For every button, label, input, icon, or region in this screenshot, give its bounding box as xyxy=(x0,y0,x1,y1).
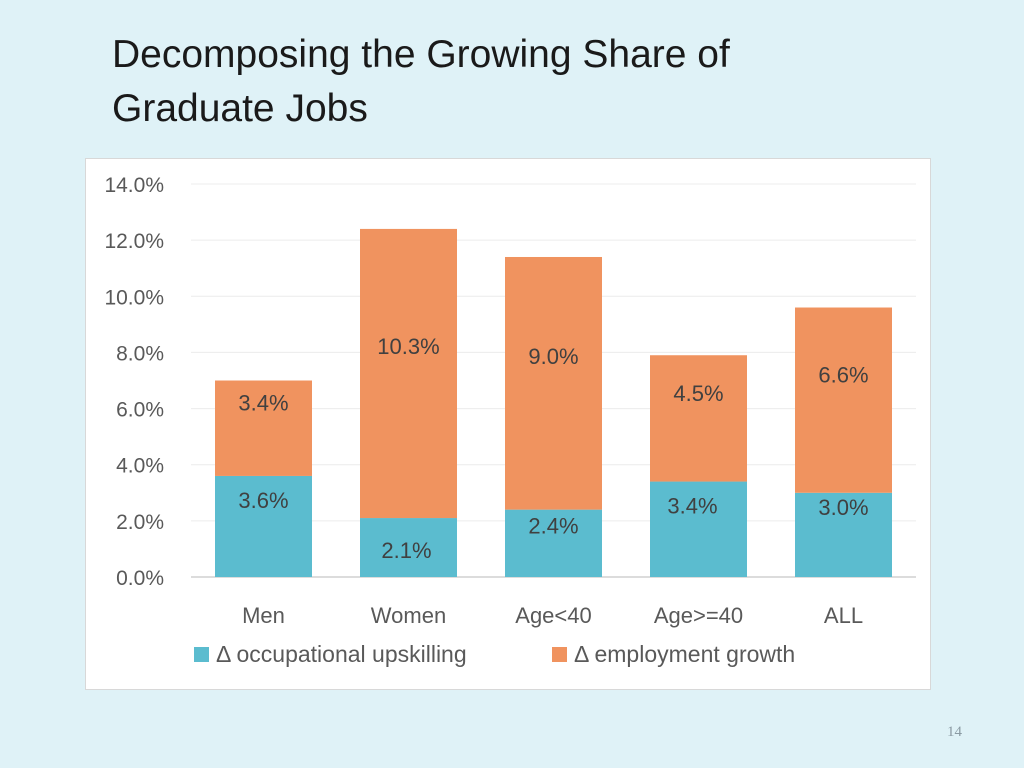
y-tick-label: 0.0% xyxy=(116,567,164,590)
y-tick-label: 8.0% xyxy=(116,342,164,365)
y-tick-label: 12.0% xyxy=(104,230,164,253)
slide-title: Decomposing the Growing Share of Graduat… xyxy=(112,28,872,136)
y-tick-label: 2.0% xyxy=(116,511,164,534)
slide-title-line-2: Graduate Jobs xyxy=(112,87,368,130)
bar-segment-employment xyxy=(215,380,312,476)
bar-segment-upskilling xyxy=(215,475,312,577)
x-tick-label: Men xyxy=(242,603,285,628)
y-tick-label: 10.0% xyxy=(104,286,164,309)
legend-swatch xyxy=(194,647,209,662)
page-number: 14 xyxy=(947,724,962,740)
y-tick-label: 14.0% xyxy=(104,174,164,197)
data-label: 6.6% xyxy=(818,363,868,388)
legend-label: Δ occupational upskilling xyxy=(216,641,467,667)
bar-segment-employment xyxy=(360,228,457,519)
data-label: 4.5% xyxy=(673,381,723,406)
y-tick-label: 6.0% xyxy=(116,399,164,422)
x-tick-label: Age>=40 xyxy=(654,603,743,628)
x-tick-label: Women xyxy=(371,603,446,628)
bar-segment-employment xyxy=(650,355,747,482)
bar-segment-upskilling xyxy=(795,492,892,577)
data-label: 3.4% xyxy=(238,391,288,416)
data-label: 2.4% xyxy=(528,514,578,539)
y-tick-label: 4.0% xyxy=(116,455,164,478)
x-tick-label: ALL xyxy=(824,603,863,628)
slide-title-line-1: Decomposing the Growing Share of xyxy=(112,33,730,76)
chart-frame: 0.0% 2.0% 4.0% 6.0% 8.0% 10.0% 12.0% 14.0% Men Wo… xyxy=(85,158,931,690)
stacked-bar-chart: 0.0% 2.0% 4.0% 6.0% 8.0% 10.0% 12.0% 14.0% Men Wo… xyxy=(104,174,916,667)
data-label: 9.0% xyxy=(528,344,578,369)
legend-swatch xyxy=(552,647,567,662)
legend-label: Δ employment growth xyxy=(574,641,795,667)
x-tick-label: Age<40 xyxy=(515,603,591,628)
bar-segment-employment xyxy=(795,307,892,493)
data-label: 3.4% xyxy=(667,494,717,519)
bar-segment-employment xyxy=(505,256,602,510)
bar-segment-upskilling xyxy=(505,509,602,577)
data-label: 10.3% xyxy=(377,334,439,359)
data-label: 3.6% xyxy=(238,488,288,513)
data-label: 3.0% xyxy=(818,495,868,520)
bar-segment-upskilling xyxy=(650,481,747,577)
data-label: 2.1% xyxy=(381,538,431,563)
bar-segment-upskilling xyxy=(360,518,457,577)
